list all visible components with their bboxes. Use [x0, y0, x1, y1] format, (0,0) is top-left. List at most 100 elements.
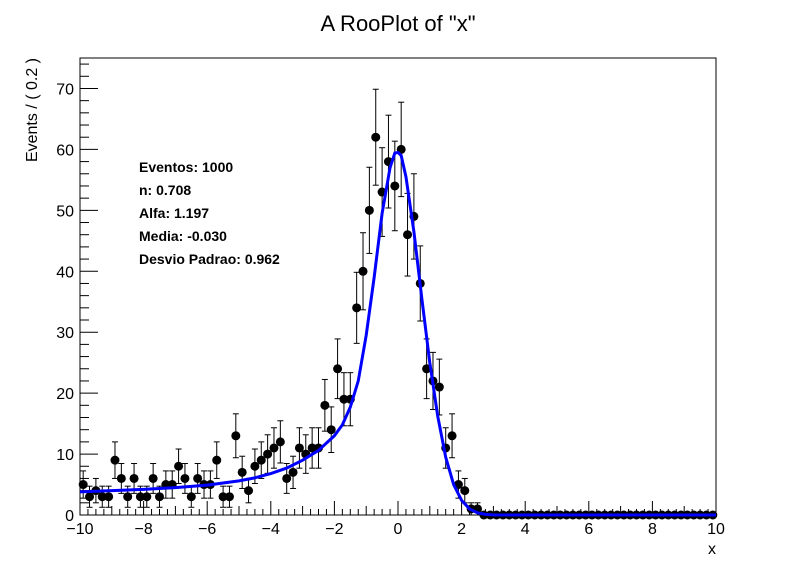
- data-point: [142, 485, 152, 508]
- x-tick-label: −2: [325, 521, 343, 538]
- data-point: [116, 463, 126, 494]
- point-marker: [110, 455, 120, 465]
- point-marker: [326, 425, 336, 435]
- point-marker: [320, 400, 330, 410]
- data-point: [244, 477, 254, 504]
- point-marker: [256, 455, 266, 465]
- data-point: [78, 470, 88, 499]
- point-marker: [352, 303, 362, 313]
- y-axis-label: Events / ( 0.2 ): [24, 58, 41, 162]
- y-tick-label: 0: [65, 508, 74, 525]
- data-point: [294, 427, 304, 469]
- data-point: [352, 271, 362, 344]
- data-point: [371, 88, 381, 186]
- point-marker: [174, 461, 184, 471]
- point-marker: [269, 443, 279, 453]
- x-tick-label: 2: [457, 521, 466, 538]
- x-tick-label: −6: [198, 521, 216, 538]
- y-tick-label: 30: [56, 325, 74, 342]
- point-marker: [237, 467, 247, 477]
- point-marker: [244, 486, 254, 496]
- x-tick-label: 8: [648, 521, 657, 538]
- point-marker: [218, 492, 228, 502]
- data-point: [396, 101, 406, 198]
- x-tick-label: 0: [394, 521, 403, 538]
- point-marker: [263, 449, 273, 459]
- data-point: [320, 378, 330, 432]
- point-marker: [250, 461, 260, 471]
- data-point: [263, 434, 273, 474]
- point-marker: [307, 443, 317, 453]
- y-tick-label: 40: [56, 264, 74, 281]
- point-marker: [282, 473, 292, 483]
- data-point: [403, 192, 413, 277]
- y-axis: 0 10 20 30 40 50 60 70: [56, 63, 98, 525]
- y-tick-label: 10: [56, 447, 74, 464]
- data-point: [307, 427, 317, 469]
- point-marker: [104, 492, 114, 502]
- point-marker: [123, 492, 133, 502]
- x-tick-label: −10: [66, 521, 93, 538]
- x-tick-label: −8: [134, 521, 152, 538]
- data-point: [224, 485, 234, 508]
- x-axis: −10 −8 −6 −4 −2 0 2 4 6 8 10: [66, 501, 725, 538]
- annotation-desvio: Desvio Padrao: 0.962: [139, 251, 280, 267]
- y-tick-label: 20: [56, 386, 74, 403]
- data-point: [434, 358, 444, 416]
- data-point: [250, 448, 260, 484]
- point-marker: [193, 473, 203, 483]
- data-point: [288, 455, 298, 489]
- point-marker: [97, 492, 107, 502]
- data-point: [301, 434, 311, 474]
- data-point: [110, 441, 120, 479]
- point-marker: [148, 473, 158, 483]
- data-point: [269, 427, 279, 469]
- data-point: [135, 485, 145, 508]
- annotation-box: Eventos: 1000 n: 0.708 Alfa: 1.197 Media…: [139, 159, 280, 267]
- data-point: [326, 406, 336, 453]
- point-marker: [294, 443, 304, 453]
- point-marker: [447, 431, 457, 441]
- data-point: [358, 232, 368, 311]
- y-tick-label: 60: [56, 142, 74, 159]
- point-marker: [333, 364, 343, 374]
- point-marker: [142, 492, 152, 502]
- point-marker: [212, 455, 222, 465]
- point-marker: [85, 492, 95, 502]
- x-tick-label: 6: [584, 521, 593, 538]
- x-tick-label: 10: [707, 521, 725, 538]
- annotation-media: Media: -0.030: [139, 228, 227, 244]
- data-point: [193, 463, 203, 494]
- point-marker: [288, 467, 298, 477]
- point-marker: [460, 486, 470, 496]
- data-point: [212, 441, 222, 479]
- data-point: [333, 338, 343, 400]
- data-point: [180, 463, 190, 494]
- chart-title: A RooPlot of "x": [320, 11, 475, 36]
- point-marker: [224, 492, 234, 502]
- plot-frame: [79, 57, 717, 516]
- data-point: [155, 485, 164, 508]
- point-marker: [129, 473, 139, 483]
- point-marker: [339, 394, 349, 404]
- point-marker: [371, 132, 381, 142]
- point-marker: [186, 492, 196, 502]
- point-marker: [275, 437, 285, 447]
- data-point: [231, 413, 241, 459]
- data-point: [364, 166, 374, 254]
- annotation-eventos: Eventos: 1000: [139, 159, 233, 175]
- data-point: [186, 485, 196, 508]
- x-tick-label: 4: [521, 521, 530, 538]
- data-point: [218, 485, 228, 508]
- data-point: [174, 448, 184, 484]
- point-marker: [116, 473, 126, 483]
- data-point: [275, 420, 285, 464]
- annotation-alfa: Alfa: 1.197: [139, 205, 209, 221]
- data-point: [447, 413, 457, 459]
- point-marker: [78, 480, 88, 490]
- point-marker: [403, 230, 413, 240]
- point-marker: [155, 492, 164, 502]
- x-axis-label: x: [708, 541, 716, 558]
